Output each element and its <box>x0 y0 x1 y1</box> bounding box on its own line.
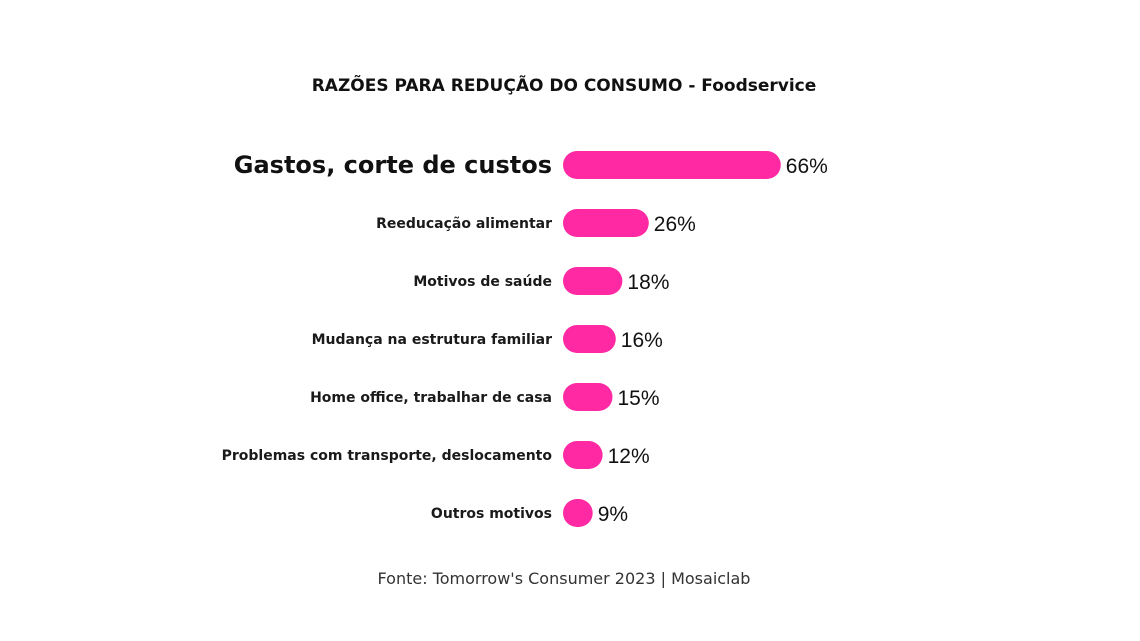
bar <box>563 325 616 353</box>
value-label: 9% <box>598 503 628 526</box>
category-label: Gastos, corte de custos <box>234 151 552 179</box>
value-label: 12% <box>608 445 650 468</box>
chart-source: Fonte: Tomorrow's Consumer 2023 | Mosaic… <box>378 569 751 588</box>
value-label: 18% <box>627 271 669 294</box>
category-label: Reeducação alimentar <box>376 216 552 232</box>
value-label: 15% <box>618 387 660 410</box>
bar <box>563 209 649 237</box>
value-label: 26% <box>654 213 696 236</box>
bar <box>563 499 593 527</box>
value-label: 16% <box>621 329 663 352</box>
category-label: Mudança na estrutura familiar <box>312 332 552 348</box>
category-label: Home office, trabalhar de casa <box>310 390 552 406</box>
bar <box>563 151 781 179</box>
category-label: Problemas com transporte, deslocamento <box>222 448 553 464</box>
category-label: Outros motivos <box>431 506 552 522</box>
bar <box>563 383 613 411</box>
bars-group: Gastos, corte de custos 66% Reeducação ali… <box>222 151 828 527</box>
value-label: 66% <box>786 155 828 178</box>
bar <box>563 267 623 295</box>
chart-title: RAZÕES PARA REDUÇÃO DO CONSUMO - Foodser… <box>312 73 817 96</box>
bar <box>563 441 603 469</box>
category-label: Motivos de saúde <box>413 274 552 290</box>
